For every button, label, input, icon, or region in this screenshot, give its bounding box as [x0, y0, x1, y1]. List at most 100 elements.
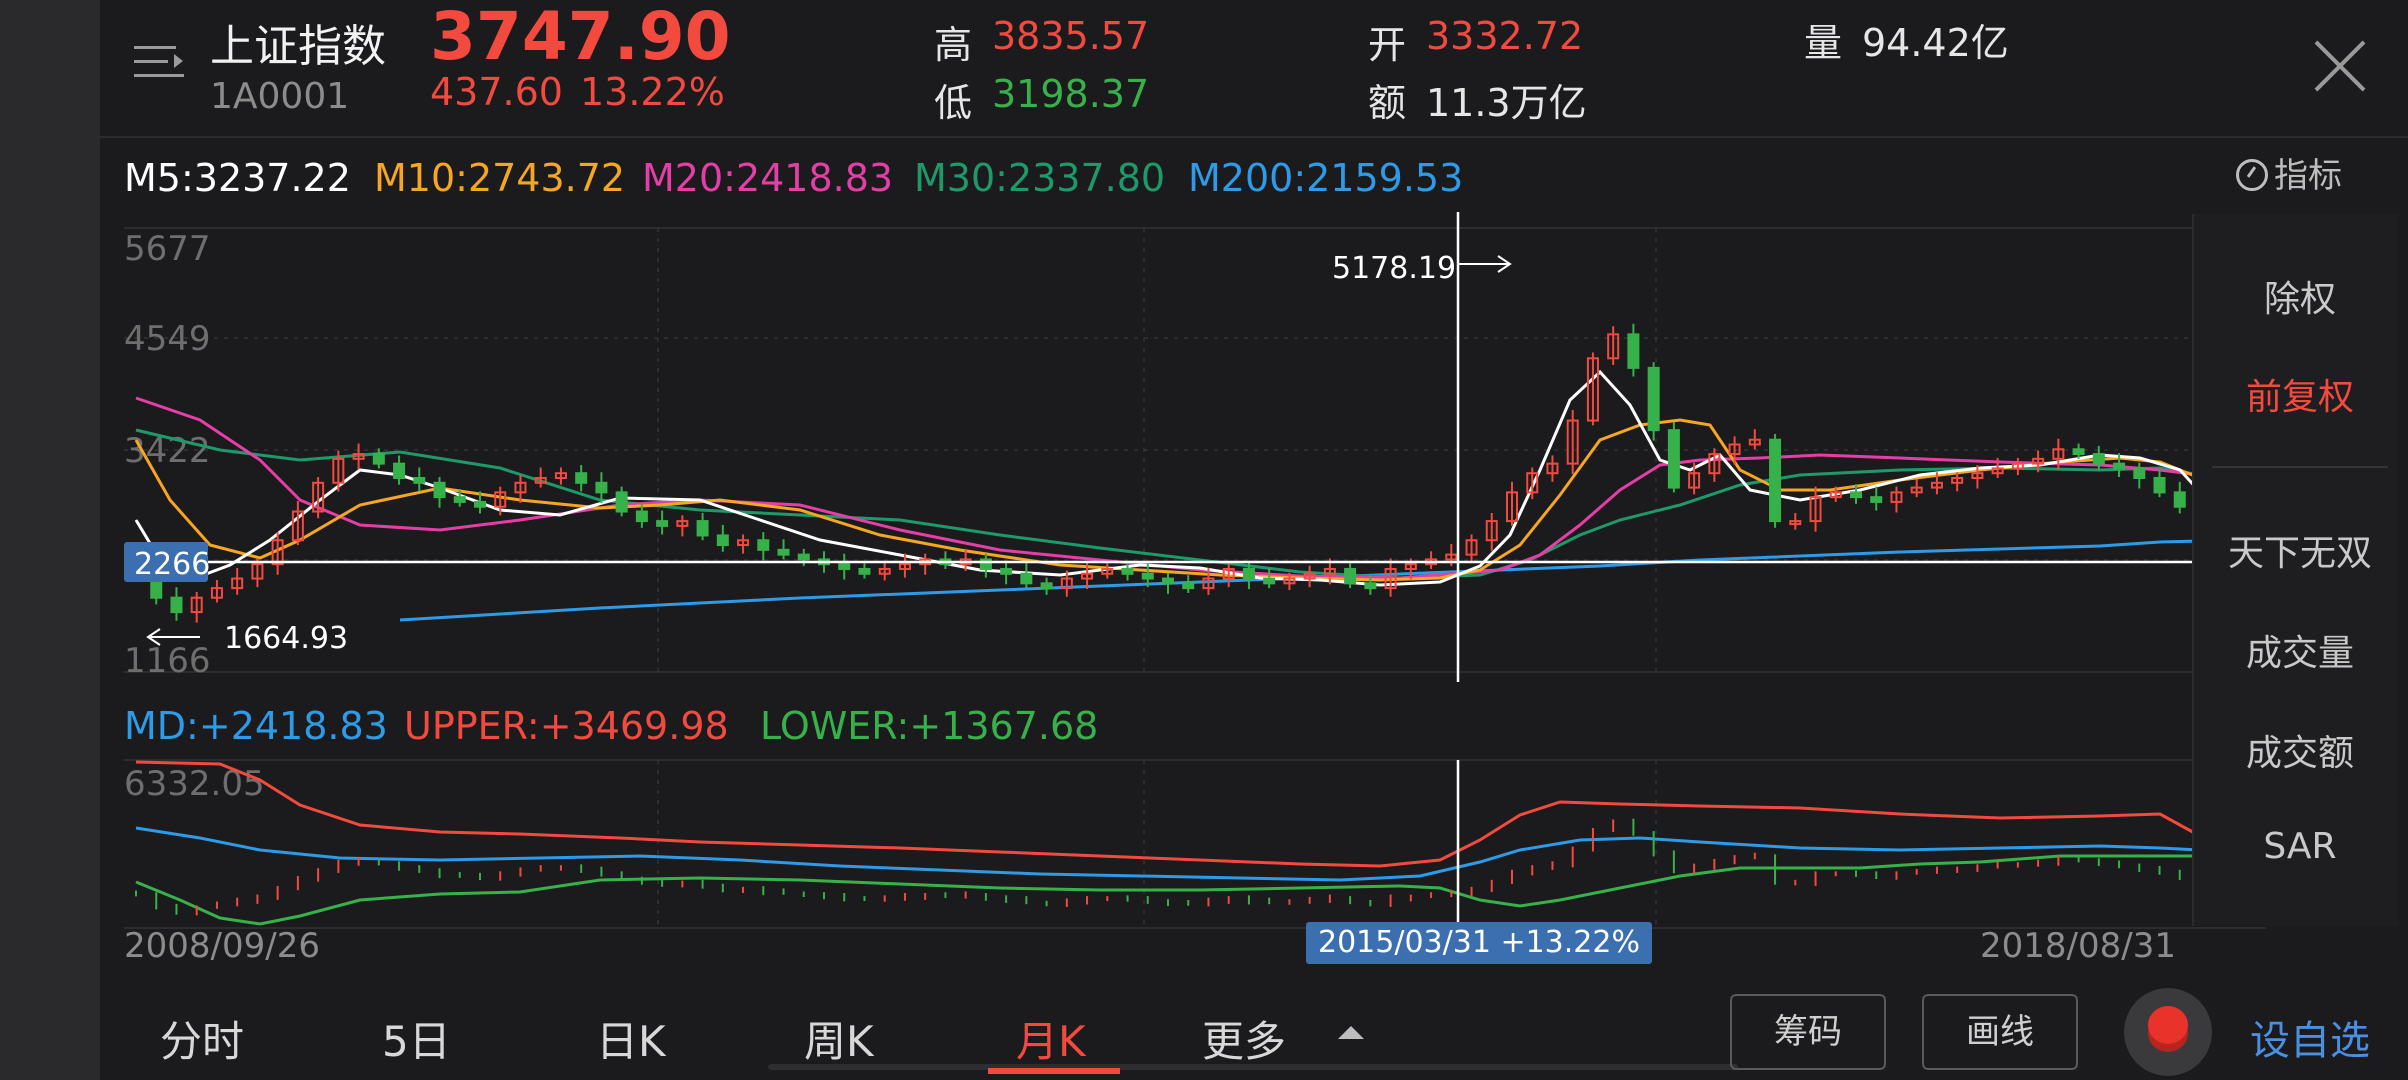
candle-body: [1242, 567, 1255, 580]
candle-body: [1040, 582, 1053, 590]
cursor-date-tag: 2015/03/31 +13.22%: [1306, 922, 1652, 964]
side-menu-divider: [2212, 466, 2388, 468]
open-label: 开: [1368, 23, 1407, 67]
candle-body: [210, 587, 223, 599]
y-label-2: 4549: [124, 319, 211, 359]
candle-body: [1850, 491, 1862, 499]
candle-body: [1688, 472, 1701, 489]
tab-weekly-k[interactable]: 周K: [804, 1017, 874, 1066]
candle-body: [2153, 477, 2166, 494]
low-label: 低: [934, 81, 973, 125]
menu-icon[interactable]: [134, 42, 184, 86]
ma5-legend: M5:3237.22: [124, 156, 351, 200]
tab-timeshare[interactable]: 分时: [160, 1017, 245, 1066]
stock-code: 1A0001: [210, 76, 350, 117]
caret-up-icon: [1338, 1026, 1364, 1039]
candle-body: [1566, 419, 1579, 465]
volume-value: 94.42亿: [1862, 21, 2009, 65]
side-item-sar[interactable]: SAR: [2263, 826, 2337, 867]
price-change: 437.60: [430, 70, 563, 114]
price-change-pct: 13.22%: [580, 70, 725, 114]
current-price: 3747.90: [430, 0, 731, 75]
y-label-top: 5677: [124, 229, 211, 269]
high-label: 高: [934, 23, 973, 67]
candle-body: [1263, 577, 1276, 585]
y-label-bottom: 1166: [124, 641, 211, 681]
candle-body: [1809, 496, 1822, 523]
candle-body: [372, 453, 385, 465]
crosshair-price-tag: [124, 542, 208, 582]
candle-body: [514, 481, 527, 494]
min-price-label: 1664.93: [224, 621, 348, 656]
candle-body: [1971, 472, 1984, 480]
boll-lower-legend: LOWER:+1367.68: [760, 704, 1099, 748]
stock-name: 上证指数: [210, 21, 386, 72]
candlestick-series: [130, 323, 2206, 623]
candle-body: [413, 477, 426, 484]
ma20-line: [135, 396, 2201, 580]
open-value: 3332.72: [1426, 14, 1584, 58]
candle-body: [1890, 491, 1903, 503]
candle-body: [797, 553, 810, 561]
indicator-button[interactable]: 指标: [2236, 148, 2342, 197]
stock-chart-app: 上证指数 1A0001 3747.90 437.60 13.22% 高 3835…: [100, 0, 2408, 1080]
draw-line-button[interactable]: 画线: [1922, 994, 2078, 1070]
candle-body: [2011, 462, 2024, 470]
candle-body: [1627, 333, 1640, 369]
candle-body: [2173, 491, 2186, 508]
side-item-exright[interactable]: 除权: [2263, 279, 2336, 320]
candle-body: [1141, 572, 1154, 580]
candle-body: [271, 539, 284, 566]
side-item-volume[interactable]: 成交量: [2245, 633, 2354, 674]
amount-value: 11.3万亿: [1426, 81, 1587, 125]
tab-monthly-k[interactable]: 月K: [1016, 1017, 1086, 1066]
candle-body: [1910, 486, 1923, 494]
ma200-legend: M200:2159.53: [1188, 156, 1464, 200]
candle-body: [1121, 567, 1134, 575]
candle-body: [2133, 467, 2146, 480]
tab-more[interactable]: 更多: [1202, 1017, 1287, 1066]
side-item-forward-adjust[interactable]: 前复权: [2245, 377, 2354, 418]
candle-body: [332, 457, 345, 484]
candle-body: [1586, 357, 1599, 422]
candle-body: [1101, 567, 1114, 575]
candle-body: [1789, 520, 1802, 526]
candle-body: [1344, 567, 1357, 585]
candle-body: [1182, 582, 1195, 590]
tab-daily-k[interactable]: 日K: [596, 1017, 666, 1066]
candle-body: [1506, 491, 1518, 523]
candle-body: [696, 520, 709, 537]
boll-md-legend: MD:+2418.83: [124, 704, 388, 748]
boll-mid-line: [135, 826, 2201, 882]
candle-body: [1020, 572, 1033, 585]
record-icon[interactable]: [2124, 988, 2212, 1076]
side-item-amount[interactable]: 成交额: [2245, 733, 2354, 774]
candle-body: [1647, 366, 1660, 432]
tab-5day[interactable]: 5日: [382, 1017, 451, 1066]
candle-body: [1162, 577, 1174, 585]
price-chart[interactable]: 5677 4549 3422 1166 2266 5178.19 1664.93…: [100, 0, 2408, 984]
candle-body: [1546, 462, 1559, 475]
candle-body: [635, 510, 648, 523]
candle-body: [1323, 567, 1336, 575]
candle-body: [1060, 577, 1073, 590]
candle-body: [170, 596, 183, 614]
candle-body: [898, 563, 911, 570]
candle-body: [676, 520, 689, 527]
ma30-legend: M30:2337.80: [914, 156, 1166, 200]
candle-body: [595, 481, 608, 494]
chips-button[interactable]: 筹码: [1730, 994, 1886, 1070]
candle-body: [1526, 472, 1539, 494]
side-item-tianxia[interactable]: 天下无双: [2227, 533, 2372, 574]
add-watchlist-button[interactable]: 设自选: [2250, 1018, 2370, 1064]
ma10-legend: M10:2743.72: [374, 156, 626, 200]
candle-body: [615, 491, 628, 513]
candle-body: [979, 558, 992, 570]
candle-body: [2052, 448, 2065, 460]
high-value: 3835.57: [992, 14, 1150, 58]
candle-body: [2032, 457, 2045, 465]
candle-body: [1222, 567, 1235, 580]
candle-body: [1404, 563, 1417, 570]
boll-upper-legend: UPPER:+3469.98: [404, 704, 729, 748]
amount-label: 额: [1368, 81, 1407, 125]
